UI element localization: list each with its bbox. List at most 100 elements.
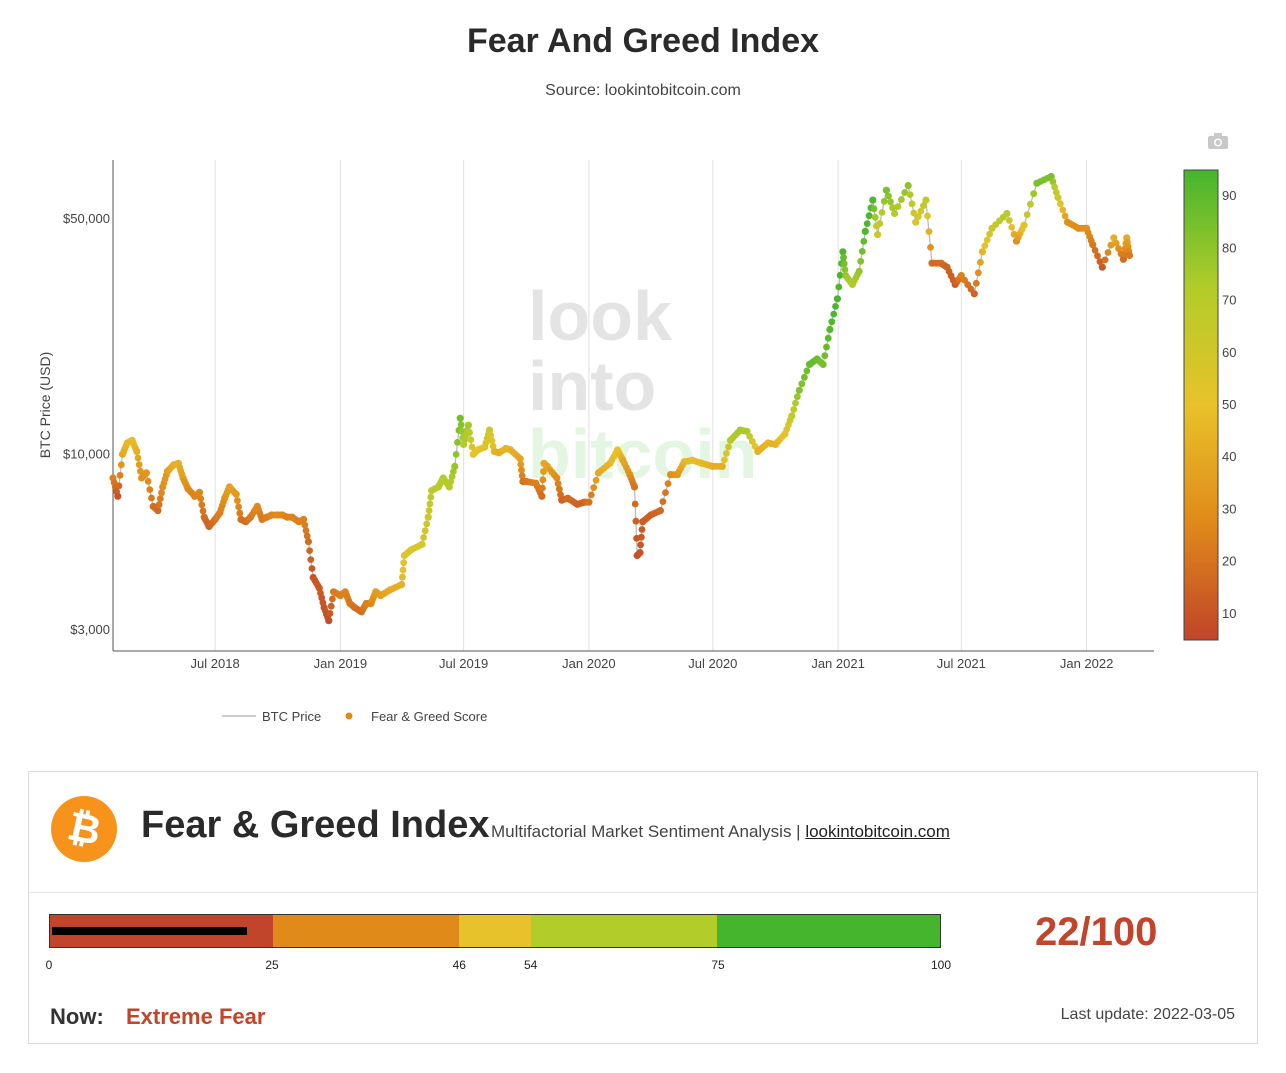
fear-greed-point[interactable] (456, 414, 464, 422)
fear-greed-point[interactable] (904, 181, 912, 190)
fear-greed-point[interactable] (970, 290, 978, 298)
fear-greed-point[interactable] (924, 212, 931, 220)
fear-greed-point[interactable] (517, 461, 525, 468)
fear-greed-point[interactable] (135, 461, 143, 469)
fear-greed-point[interactable] (327, 602, 335, 610)
fear-greed-point[interactable] (468, 443, 476, 451)
fear-greed-point[interactable] (887, 198, 894, 206)
fear-greed-point[interactable] (795, 386, 803, 394)
fear-greed-point[interactable] (826, 325, 834, 334)
fear-greed-point[interactable] (871, 213, 879, 221)
fear-greed-point[interactable] (1119, 255, 1127, 263)
fear-greed-point[interactable] (134, 454, 142, 462)
fear-greed-point[interactable] (885, 192, 892, 200)
fear-greed-point[interactable] (1096, 258, 1104, 265)
fear-greed-point[interactable] (659, 498, 667, 505)
fear-greed-point[interactable] (748, 438, 756, 445)
fear-greed-point[interactable] (133, 447, 141, 455)
fear-greed-point[interactable] (489, 442, 497, 450)
fear-greed-point[interactable] (590, 484, 598, 491)
fear-greed-point[interactable] (585, 498, 593, 506)
fear-greed-point[interactable] (841, 266, 849, 273)
fear-greed-point[interactable] (1091, 246, 1099, 254)
fear-greed-point[interactable] (116, 471, 124, 479)
legend-fear-greed[interactable]: Fear & Greed Score (371, 709, 487, 724)
fear-greed-point[interactable] (865, 212, 873, 220)
fear-greed-point[interactable] (154, 507, 162, 515)
fear-greed-point[interactable] (792, 399, 799, 407)
fear-greed-point[interactable] (1101, 256, 1109, 264)
fear-greed-point[interactable] (906, 191, 914, 199)
fear-greed-point[interactable] (794, 393, 801, 401)
fear-greed-point[interactable] (1107, 241, 1115, 249)
fear-greed-point[interactable] (1110, 234, 1118, 242)
fear-greed-point[interactable] (832, 303, 839, 310)
fear-greed-point[interactable] (636, 549, 644, 557)
fear-greed-point[interactable] (398, 580, 406, 589)
fear-greed-point[interactable] (920, 202, 927, 210)
fear-greed-point[interactable] (554, 480, 562, 487)
fear-greed-point[interactable] (1003, 209, 1011, 218)
fear-greed-point[interactable] (451, 462, 459, 470)
fear-greed-point[interactable] (1094, 252, 1101, 260)
fear-greed-point[interactable] (801, 373, 808, 381)
fear-greed-point[interactable] (1027, 200, 1034, 208)
fear-greed-point[interactable] (329, 595, 336, 603)
fear-greed-point[interactable] (488, 437, 496, 445)
fear-greed-point[interactable] (972, 279, 980, 287)
fear-greed-point[interactable] (725, 443, 732, 451)
fear-greed-point[interactable] (400, 559, 408, 567)
fear-greed-point[interactable] (839, 248, 847, 256)
fear-greed-point[interactable] (467, 436, 475, 444)
fear-greed-point[interactable] (630, 483, 639, 491)
fear-greed-point[interactable] (840, 254, 847, 262)
fear-greed-point[interactable] (908, 200, 916, 208)
fear-greed-point[interactable] (485, 426, 494, 434)
fear-greed-point[interactable] (1047, 172, 1055, 181)
fear-greed-point[interactable] (464, 421, 472, 429)
fear-greed-point[interactable] (983, 236, 991, 244)
fear-greed-point[interactable] (518, 466, 525, 474)
fear-greed-point[interactable] (325, 617, 333, 625)
fear-greed-point[interactable] (452, 451, 460, 458)
fear-greed-point[interactable] (790, 406, 798, 413)
fear-greed-point[interactable] (828, 318, 836, 326)
fear-greed-point[interactable] (155, 501, 163, 509)
fear-greed-point[interactable] (891, 209, 899, 218)
fear-greed-point[interactable] (1089, 241, 1097, 249)
fear-greed-point[interactable] (861, 227, 869, 235)
fear-greed-point[interactable] (466, 429, 473, 436)
fear-greed-point[interactable] (421, 527, 429, 535)
fear-greed-point[interactable] (117, 461, 125, 469)
fear-greed-point[interactable] (235, 503, 243, 511)
camera-icon[interactable] (1206, 132, 1230, 150)
fear-greed-point[interactable] (870, 205, 878, 213)
fear-greed-point[interactable] (858, 248, 866, 255)
fear-greed-point[interactable] (876, 220, 884, 227)
fear-greed-point[interactable] (898, 196, 905, 203)
fear-greed-point[interactable] (420, 534, 427, 541)
fear-greed-point[interactable] (326, 610, 334, 617)
fear-greed-point[interactable] (1030, 190, 1038, 198)
fear-greed-point[interactable] (418, 540, 426, 548)
fear-greed-point[interactable] (308, 565, 316, 572)
fear-greed-point[interactable] (823, 343, 830, 351)
fear-greed-point[interactable] (855, 267, 863, 275)
lookintobitcoin-link[interactable]: lookintobitcoin.com (805, 822, 950, 841)
fear-greed-point[interactable] (1057, 200, 1064, 208)
fear-greed-point[interactable] (156, 495, 164, 503)
fear-greed-point[interactable] (981, 242, 989, 250)
fear-greed-point[interactable] (1008, 224, 1016, 231)
fear-greed-point[interactable] (424, 513, 432, 521)
fear-greed-point[interactable] (874, 231, 882, 239)
fear-greed-point[interactable] (300, 515, 308, 524)
fear-greed-point[interactable] (824, 334, 832, 342)
fear-greed-point[interactable] (1104, 249, 1112, 256)
fear-greed-point[interactable] (798, 380, 806, 388)
fear-greed-point[interactable] (538, 492, 546, 500)
fear-greed-point[interactable] (427, 493, 435, 501)
fear-greed-point[interactable] (426, 500, 434, 508)
fear-greed-point[interactable] (863, 220, 871, 228)
fear-greed-point[interactable] (304, 538, 312, 546)
fear-greed-point[interactable] (836, 271, 844, 279)
